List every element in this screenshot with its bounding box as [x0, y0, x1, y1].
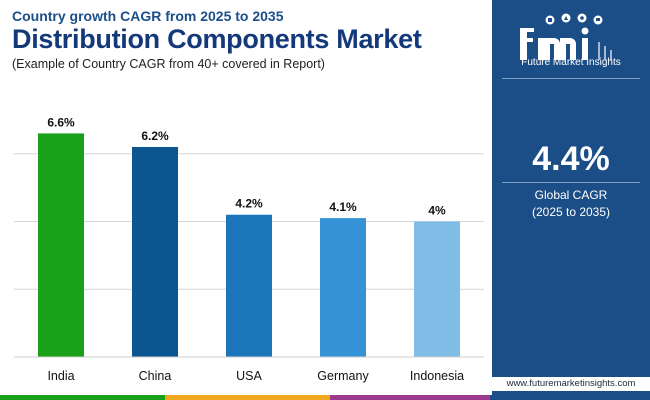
- bottom-color-band: [0, 395, 650, 400]
- band-segment: [330, 395, 490, 400]
- x-tick-label: Germany: [317, 369, 369, 383]
- website-url[interactable]: www.futuremarketinsights.com: [492, 377, 650, 391]
- divider: [502, 182, 640, 183]
- data-label-india: 6.6%: [47, 115, 75, 129]
- chart-note: (Example of Country CAGR from 40+ covere…: [12, 57, 325, 71]
- sidebar: Future Market Insights 4.4% Global CAGR …: [492, 0, 650, 400]
- chart-area: 6.6% India 6.2% China 4.2% USA 4.1% Germany 4% In…: [0, 86, 492, 400]
- x-tick-label: USA: [236, 369, 262, 383]
- band-segment: [0, 395, 165, 400]
- bar-germany: [320, 218, 366, 357]
- global-cagr-label: Global CAGR: [534, 188, 608, 202]
- divider: [502, 78, 640, 79]
- header: Country growth CAGR from 2025 to 2035 Di…: [0, 0, 492, 86]
- band-segment: [490, 395, 650, 400]
- global-cagr-period: (2025 to 2035): [531, 205, 611, 219]
- global-cagr-value: 4.4%: [532, 140, 610, 178]
- bar-india: [38, 133, 84, 357]
- band-segment: [165, 395, 330, 400]
- bar-china: [132, 146, 178, 357]
- data-label-usa: 4.2%: [235, 197, 263, 211]
- bar-chart: 6.6% India 6.2% China 4.2% USA 4.1% Germany 4% In…: [14, 115, 484, 383]
- bar-usa: [226, 214, 272, 357]
- data-label-germany: 4.1%: [329, 200, 357, 214]
- brand-name: Future Market Insights: [521, 57, 621, 68]
- bar-indonesia: [414, 221, 460, 357]
- chart-title: Distribution Components Market: [12, 24, 422, 54]
- x-tick-label: China: [139, 369, 172, 383]
- data-label-indonesia: 4%: [428, 204, 446, 218]
- x-tick-label: Indonesia: [410, 369, 464, 383]
- fmi-logo-icon: [520, 13, 612, 60]
- x-tick-label: India: [47, 369, 74, 383]
- chart-subtitle: Country growth CAGR from 2025 to 2035: [12, 8, 284, 24]
- data-label-china: 6.2%: [141, 129, 169, 143]
